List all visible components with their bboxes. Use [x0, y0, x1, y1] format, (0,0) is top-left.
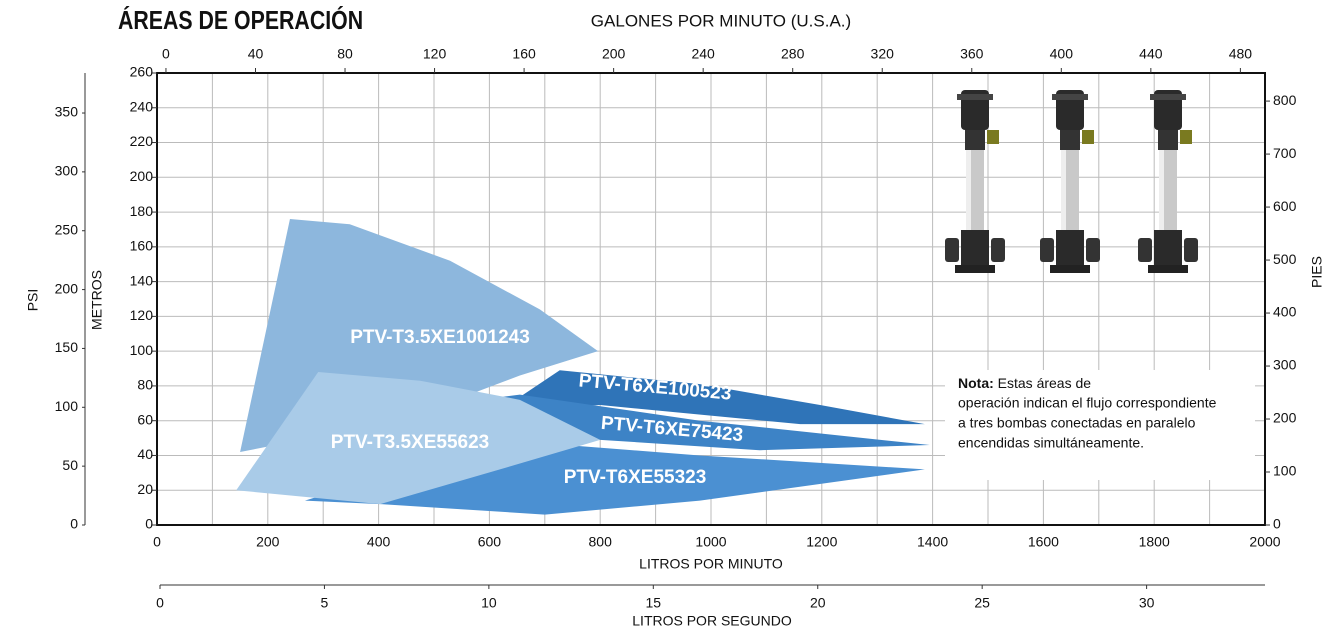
- y2-tick-label: 400: [1273, 304, 1297, 320]
- pump-images: [945, 90, 1198, 273]
- y3-tick-label: 150: [55, 339, 79, 355]
- y-tick-label: 260: [130, 64, 154, 80]
- y-tick-label: 80: [137, 377, 153, 393]
- y2-tick-label: 0: [1273, 516, 1281, 532]
- y3-tick-label: 50: [62, 457, 78, 473]
- x2-axis-label: GALONES POR MINUTO (U.S.A.): [591, 11, 851, 30]
- x2-tick-label: 200: [602, 46, 626, 62]
- x2-tick-label: 440: [1139, 46, 1163, 62]
- x-tick-label: 1000: [695, 534, 726, 550]
- y3-tick-label: 300: [55, 163, 79, 179]
- x2-tick-label: 120: [423, 46, 447, 62]
- note-box: [945, 370, 1255, 480]
- y-tick-label: 180: [130, 203, 154, 219]
- y2-axis-label: PIES: [1309, 256, 1325, 288]
- note-line: a tres bombas conectadas en paralelo: [958, 415, 1196, 431]
- y-tick-label: 40: [137, 446, 153, 462]
- y-tick-label: 140: [130, 272, 154, 288]
- y-tick-label: 0: [145, 516, 153, 532]
- area: [499, 370, 925, 425]
- y-tick-label: 240: [130, 98, 154, 114]
- y-tick-label: 120: [130, 307, 154, 323]
- x2-tick-label: 160: [512, 46, 536, 62]
- y-axis-label: METROS: [89, 270, 105, 330]
- x-tick-label: 1200: [806, 534, 837, 550]
- y-tick-label: 200: [130, 168, 154, 184]
- y2-tick-label: 500: [1273, 251, 1297, 267]
- y-tick-label: 20: [137, 481, 153, 497]
- note: Nota: Estas áreas de: [958, 375, 1091, 391]
- y2-tick-label: 300: [1273, 357, 1297, 373]
- x-tick-label: 1400: [917, 534, 948, 550]
- x-tick-label: 200: [256, 534, 280, 550]
- x-tick-label: 800: [589, 534, 613, 550]
- y3-tick-label: 350: [55, 104, 79, 120]
- x-tick-label: 0: [153, 534, 161, 550]
- y2-tick-label: 800: [1273, 92, 1297, 108]
- x-axis-label: LITROS POR MINUTO: [639, 556, 783, 572]
- note-label: Nota:: [958, 375, 994, 391]
- x2-tick-label: 0: [162, 46, 170, 62]
- x2-tick-label: 400: [1050, 46, 1074, 62]
- x2-tick-label: 480: [1229, 46, 1253, 62]
- x-tick-label: 600: [478, 534, 502, 550]
- area-label: PTV-T3.5XE1001243: [350, 327, 530, 348]
- y3-tick-label: 200: [55, 280, 79, 296]
- x3-tick-label: 0: [156, 595, 164, 611]
- y2-tick-label: 700: [1273, 145, 1297, 161]
- x3-tick-label: 20: [810, 595, 826, 611]
- y3-tick-label: 100: [55, 398, 79, 414]
- y-tick-label: 100: [130, 342, 154, 358]
- note-line: encendidas simultáneamente.: [958, 435, 1144, 451]
- x3-tick-label: 10: [481, 595, 497, 611]
- x2-tick-label: 40: [248, 46, 264, 62]
- x-tick-label: 1800: [1139, 534, 1170, 550]
- y-tick-label: 160: [130, 238, 154, 254]
- area-label: PTV-T3.5XE55623: [331, 432, 489, 453]
- y2-tick-label: 100: [1273, 463, 1297, 479]
- y2-tick-label: 600: [1273, 198, 1297, 214]
- y3-axis-label: PSI: [25, 289, 41, 312]
- x2-tick-label: 80: [337, 46, 353, 62]
- x-tick-label: 1600: [1028, 534, 1059, 550]
- area: [236, 372, 601, 505]
- y3-tick-label: 250: [55, 221, 79, 237]
- note-line: operación indican el flujo correspondien…: [958, 395, 1217, 411]
- x3-tick-label: 5: [321, 595, 329, 611]
- note-line: Estas áreas de: [998, 375, 1092, 391]
- x2-tick-label: 320: [871, 46, 895, 62]
- x3-tick-label: 30: [1139, 595, 1155, 611]
- y-tick-label: 60: [137, 411, 153, 427]
- y2-tick-label: 200: [1273, 410, 1297, 426]
- x3-tick-label: 15: [646, 595, 662, 611]
- y3-tick-label: 0: [70, 516, 78, 532]
- plot-frame: [156, 72, 1266, 526]
- y-tick-label: 220: [130, 133, 154, 149]
- x2-tick-label: 280: [781, 46, 805, 62]
- chart-title: ÁREAS DE OPERACIÓN: [118, 5, 363, 36]
- x2-tick-label: 240: [691, 46, 715, 62]
- area-label: PTV-T6XE55323: [564, 467, 707, 488]
- plot-area: 0 200 400 600 800 1000 1200 1400 1600 1800 2000020…: [55, 46, 1297, 611]
- x3-axis-label: LITROS POR SEGUNDO: [632, 613, 792, 629]
- x3-tick-label: 25: [974, 595, 990, 611]
- x-tick-label: 400: [367, 534, 391, 550]
- x2-tick-label: 360: [960, 46, 984, 62]
- x-tick-label: 2000: [1249, 534, 1280, 550]
